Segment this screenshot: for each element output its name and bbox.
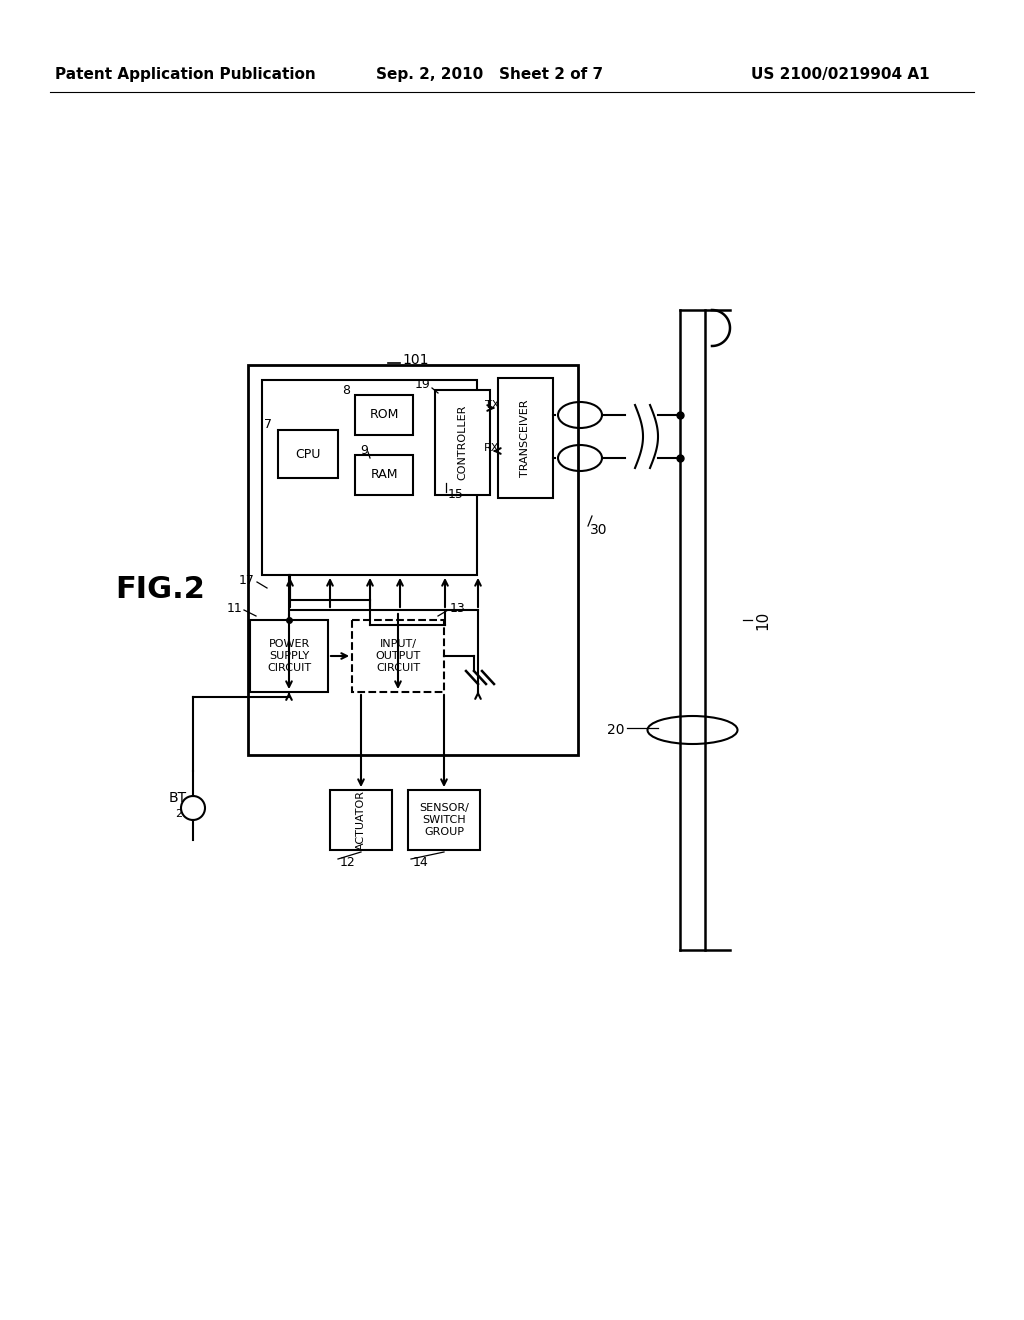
Text: FIG.2: FIG.2 (115, 576, 205, 605)
Bar (330, 789, 392, 850)
Text: CONTROLLER: CONTROLLER (457, 404, 467, 479)
Bar (248, 366, 578, 755)
Text: BT: BT (169, 791, 187, 805)
Text: 20: 20 (607, 723, 625, 737)
Text: 8: 8 (342, 384, 350, 396)
Text: 7: 7 (264, 418, 272, 432)
Bar (435, 389, 490, 495)
Text: SENSOR/
SWITCH
GROUP: SENSOR/ SWITCH GROUP (419, 804, 469, 837)
Text: 10: 10 (755, 610, 770, 630)
Text: 14: 14 (413, 855, 429, 869)
Bar (355, 395, 413, 436)
Text: POWER
SUPPLY
CIRCUIT: POWER SUPPLY CIRCUIT (267, 639, 311, 673)
Bar (352, 620, 444, 692)
Bar (498, 378, 553, 498)
Bar (408, 789, 480, 850)
Text: 17: 17 (240, 573, 255, 586)
Text: ROM: ROM (370, 408, 398, 421)
Text: 101: 101 (402, 352, 428, 367)
Text: 15: 15 (449, 488, 464, 502)
Text: RAM: RAM (371, 469, 397, 482)
Text: 9: 9 (360, 444, 368, 457)
Text: 13: 13 (450, 602, 466, 615)
Text: RX: RX (484, 444, 500, 453)
Text: 2: 2 (175, 809, 182, 818)
Bar (355, 455, 413, 495)
Text: US 2100/0219904 A1: US 2100/0219904 A1 (751, 67, 930, 82)
Text: Sep. 2, 2010   Sheet 2 of 7: Sep. 2, 2010 Sheet 2 of 7 (377, 67, 603, 82)
Text: Patent Application Publication: Patent Application Publication (54, 67, 315, 82)
Text: CPU: CPU (295, 447, 321, 461)
Bar (278, 430, 338, 478)
Text: TX: TX (484, 400, 499, 411)
Text: INPUT/
OUTPUT
CIRCUIT: INPUT/ OUTPUT CIRCUIT (376, 639, 421, 673)
Bar (262, 380, 477, 576)
Bar (250, 620, 328, 692)
Text: 11: 11 (226, 602, 242, 615)
Text: 30: 30 (590, 523, 607, 537)
Text: 19: 19 (415, 379, 430, 392)
Text: TRANSCEIVER: TRANSCEIVER (520, 399, 530, 477)
Text: 12: 12 (340, 855, 355, 869)
Text: ACTUATOR: ACTUATOR (356, 789, 366, 850)
